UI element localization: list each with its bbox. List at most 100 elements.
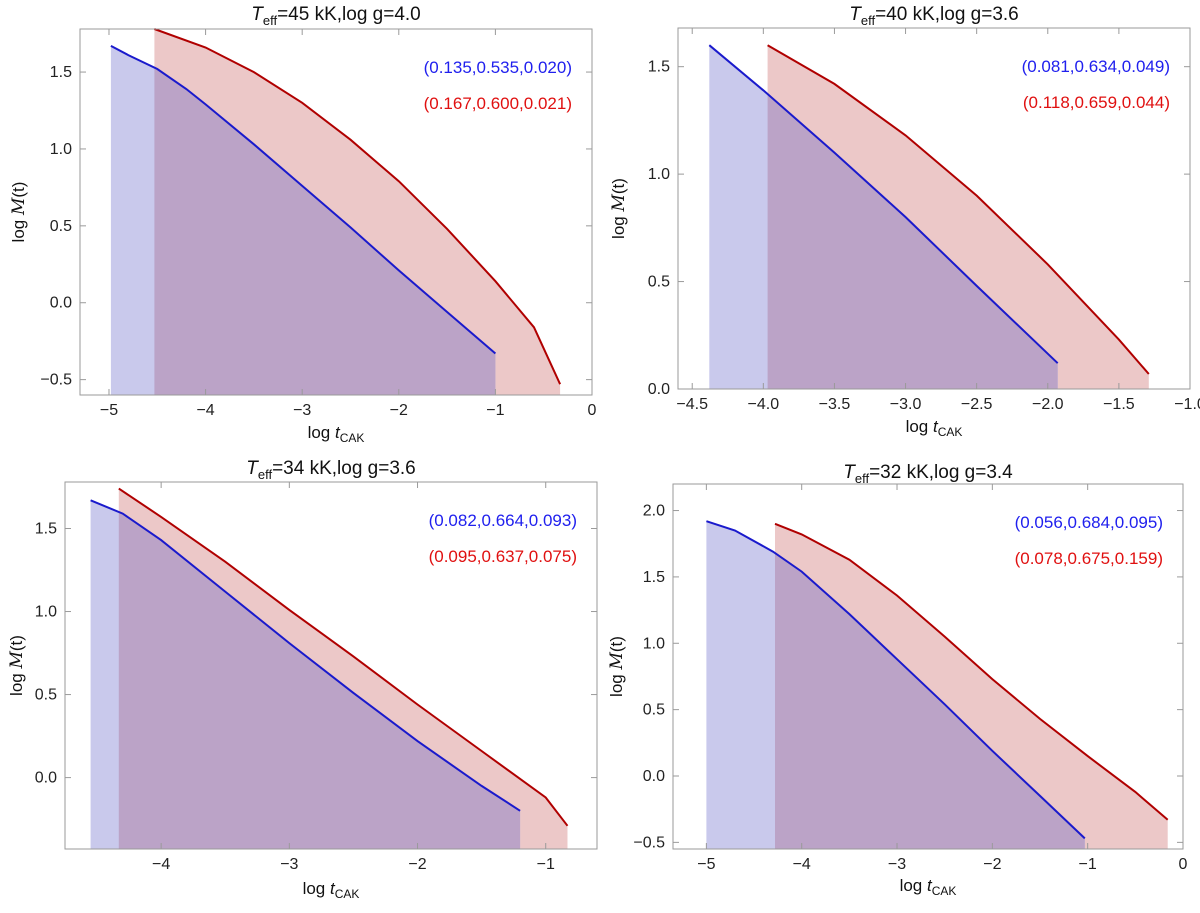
x-tick-label: −2.0 bbox=[1032, 396, 1064, 413]
x-axis-label-main: log bbox=[906, 417, 933, 436]
legend-entry-blue: (0.056,0.684,0.095) bbox=[1015, 513, 1163, 532]
y-tick-label: 1.0 bbox=[35, 604, 57, 621]
title-symbol: T bbox=[849, 4, 862, 25]
x-tick-label: −4 bbox=[196, 402, 214, 419]
title-subscript: eff bbox=[855, 471, 870, 486]
chart-panel-4: −5 −4 −3 −2 −1 0 −0.5 0.0 0.5 1.0 1.5 2.0 Teff=32 kK… bbox=[600, 454, 1200, 908]
title-text: =40 kK,log g=3.6 bbox=[875, 4, 1019, 25]
x-tick-label: −4 bbox=[793, 856, 811, 873]
x-tick-label: −5 bbox=[100, 402, 118, 419]
red-series-line bbox=[118, 487, 569, 827]
red-series-line bbox=[774, 522, 1169, 821]
x-axis-label-main: log bbox=[303, 879, 330, 898]
x-tick-label: −3 bbox=[888, 856, 906, 873]
legend-entry-blue: (0.081,0.634,0.049) bbox=[1022, 57, 1170, 76]
y-axis-label-script: M bbox=[607, 652, 627, 671]
y-tick-label: 1.5 bbox=[35, 520, 57, 537]
y-axis-label-main: log bbox=[607, 670, 626, 697]
title-symbol: T bbox=[843, 462, 856, 483]
x-axis-label: log tCAK bbox=[900, 876, 957, 898]
x-axis-label-sub: CAK bbox=[932, 884, 957, 898]
y-tick-label: −0.5 bbox=[633, 834, 665, 851]
y-tick-label: 0.5 bbox=[643, 702, 665, 719]
plot-frame bbox=[64, 481, 598, 850]
chart-title: Teff=45 kK,log g=4.0 bbox=[251, 4, 421, 28]
overlap-area-fill bbox=[775, 523, 1085, 849]
blue-series-line bbox=[110, 45, 497, 355]
y-tick-label: 0.0 bbox=[643, 768, 665, 785]
y-axis-label-script: M bbox=[9, 197, 29, 216]
title-subscript: eff bbox=[861, 13, 876, 28]
y-tick-label: 1.0 bbox=[643, 635, 665, 652]
y-tick-label: 0.0 bbox=[35, 770, 57, 787]
y-tick-label: 0.5 bbox=[35, 687, 57, 704]
y-axis-label-post: (t) bbox=[609, 178, 628, 194]
y-axis-label-script: M bbox=[609, 194, 629, 213]
red-series-line bbox=[154, 28, 562, 385]
y-tick-label: 1.5 bbox=[643, 569, 665, 586]
y-axis-label-post: (t) bbox=[9, 182, 28, 198]
x-tick-label: −3.5 bbox=[819, 396, 851, 413]
chart-title: Teff=32 kK,log g=3.4 bbox=[843, 462, 1013, 486]
y-axis-label-post: (t) bbox=[7, 635, 26, 651]
x-tick-label: −1.5 bbox=[1103, 396, 1135, 413]
title-symbol: T bbox=[246, 458, 259, 479]
y-tick-label: 1.0 bbox=[50, 141, 72, 158]
overlap-area-fill bbox=[118, 500, 521, 849]
y-tick-label: 1.0 bbox=[648, 166, 670, 183]
y-axis-label: log M(t) bbox=[7, 635, 27, 696]
x-tick-label: −1 bbox=[1079, 856, 1097, 873]
x-axis-label-var: t bbox=[335, 423, 341, 442]
x-tick-label: −3 bbox=[280, 856, 298, 873]
y-tick-label: 0.0 bbox=[648, 381, 670, 398]
x-tick-label: −4.5 bbox=[676, 396, 708, 413]
x-tick-label: −2 bbox=[983, 856, 1001, 873]
legend-entry-red: (0.167,0.600,0.021) bbox=[424, 94, 572, 113]
legend-entry-blue: (0.082,0.664,0.093) bbox=[429, 511, 577, 530]
y-axis-label: log M(t) bbox=[9, 182, 29, 243]
x-tick-label: −3 bbox=[293, 402, 311, 419]
x-axis-label: log tCAK bbox=[303, 879, 360, 901]
y-axis-label-main: log bbox=[609, 212, 628, 239]
blue-series-line bbox=[90, 499, 521, 812]
plot-frame bbox=[79, 28, 593, 396]
y-axis-label-post: (t) bbox=[607, 636, 626, 652]
legend-entry-red: (0.078,0.675,0.159) bbox=[1015, 549, 1163, 568]
blue-series-line bbox=[706, 520, 1086, 840]
x-tick-label: −5 bbox=[697, 856, 715, 873]
title-text: =32 kK,log g=3.4 bbox=[869, 462, 1013, 483]
chart-title: Teff=34 kK,log g=3.6 bbox=[246, 458, 416, 482]
x-axis-label-sub: CAK bbox=[938, 425, 963, 439]
x-axis-label-var: t bbox=[330, 879, 336, 898]
y-axis-label: log M(t) bbox=[607, 636, 627, 697]
plot-frame bbox=[677, 27, 1191, 390]
x-axis-label-sub: CAK bbox=[335, 887, 360, 901]
x-axis-label: log tCAK bbox=[906, 417, 963, 439]
x-tick-label: −4 bbox=[152, 856, 170, 873]
legend-entry-blue: (0.135,0.535,0.020) bbox=[424, 58, 572, 77]
chart-panel-3: −4 −3 −2 −1 0.0 0.5 1.0 1.5 Teff=34 kK,log g=3.6… bbox=[0, 454, 600, 908]
chart-panel-1: −5 −4 −3 −2 −1 0 −0.5 0.0 0.5 1.0 1.5 Teff=45 kK,lo… bbox=[0, 0, 600, 454]
x-tick-label: −2 bbox=[408, 856, 426, 873]
y-tick-label: 1.5 bbox=[648, 59, 670, 76]
x-tick-label: 0 bbox=[1179, 856, 1188, 873]
x-axis-label: log tCAK bbox=[308, 423, 365, 445]
x-tick-label: −3.0 bbox=[890, 396, 922, 413]
y-tick-label: 0.0 bbox=[50, 295, 72, 312]
x-axis-label-main: log bbox=[308, 423, 335, 442]
y-axis-label-main: log bbox=[7, 669, 26, 696]
y-tick-label: 1.5 bbox=[50, 64, 72, 81]
x-tick-label: −1.0 bbox=[1174, 396, 1200, 413]
overlap-area-fill bbox=[154, 45, 496, 395]
y-tick-label: −0.5 bbox=[40, 372, 72, 389]
y-axis-label: log M(t) bbox=[609, 178, 629, 239]
legend-entry-red: (0.095,0.637,0.075) bbox=[429, 547, 577, 566]
red-series-line bbox=[767, 44, 1150, 375]
chart-panel-2: −4.5 −4.0 −3.5 −3.0 −2.5 −2.0 −1.5 −1.0 0.0 0.5 1.… bbox=[600, 0, 1200, 454]
chart-title: Teff=40 kK,log g=3.6 bbox=[849, 4, 1019, 28]
y-tick-label: 2.0 bbox=[643, 503, 665, 520]
y-tick-label: 0.5 bbox=[648, 274, 670, 291]
x-tick-label: 0 bbox=[588, 402, 597, 419]
x-tick-label: −4.0 bbox=[748, 396, 780, 413]
title-subscript: eff bbox=[258, 467, 273, 482]
